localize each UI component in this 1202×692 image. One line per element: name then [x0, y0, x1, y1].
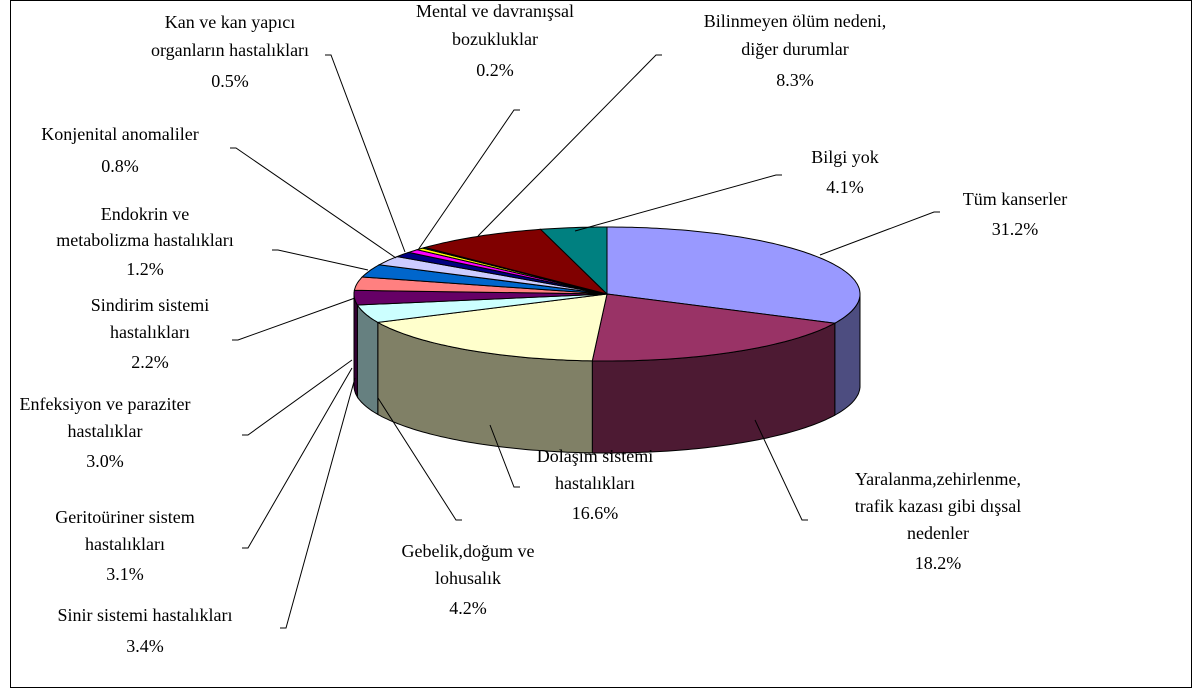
pie-slice: [376, 293, 608, 362]
category-label: Geritoüriner sistem hastalıkları: [55, 507, 194, 554]
category-label: Sindirim sistemi hastalıkları: [91, 295, 210, 342]
category-label: Yaralanma,zehirlenme, trafik kazası gibi …: [855, 469, 1021, 543]
pie-sides: [353, 294, 861, 454]
value-label: 3.1%: [106, 564, 144, 584]
value-label: 3.0%: [86, 451, 124, 471]
pie-slice: [606, 226, 861, 324]
category-label: Gebelik,doğum ve lohusalık: [402, 541, 535, 588]
pie-slice-side: [356, 303, 379, 416]
leader-line: [477, 54, 662, 237]
category-label: Dolaşım sistemi hastalıkları: [537, 446, 654, 493]
category-label: Konjenital anomaliler: [41, 124, 198, 144]
pie-slice: [422, 228, 609, 295]
value-label: 4.1%: [826, 177, 864, 197]
value-label: 0.8%: [101, 156, 139, 176]
leader-line: [574, 174, 782, 232]
pie-tops: [353, 226, 861, 362]
category-label: Endokrin ve metabolizma hastalıkları: [56, 204, 233, 250]
labels: Tüm kanserler 31.2% Yaralanma,zehirlenme, t…: [20, 1, 1068, 656]
category-label: Tüm kanserler: [963, 189, 1067, 209]
category-label: Bilgi yok: [811, 147, 879, 167]
leader-line: [377, 397, 462, 521]
value-label: 8.3%: [776, 70, 814, 90]
value-label: 0.5%: [211, 71, 249, 91]
value-label: 1.2%: [126, 259, 164, 279]
pie-slice: [361, 264, 608, 295]
leader-line: [489, 424, 520, 488]
value-label: 31.2%: [992, 219, 1039, 239]
leader-line: [280, 377, 356, 629]
leader-line: [272, 249, 369, 271]
leader-line: [232, 297, 356, 341]
leader-line: [819, 211, 940, 256]
category-label: Sinir sistemi hastalıkları: [58, 605, 233, 625]
pie-slice: [591, 293, 837, 362]
pie-slice: [539, 226, 608, 296]
value-label: 18.2%: [915, 553, 962, 573]
category-label: Bilinmeyen ölüm nedeni, diğer durumlar: [704, 11, 886, 59]
leader-line: [230, 147, 397, 259]
category-label: Enfeksiyon ve paraziter hastalıklar: [20, 394, 191, 441]
leader-line: [325, 54, 406, 253]
value-label: 2.2%: [131, 352, 169, 372]
leader-line: [754, 419, 808, 521]
category-label: Mental ve davranışsal bozukluklar: [416, 1, 574, 49]
leader-line: [417, 109, 520, 251]
value-label: 0.2%: [476, 60, 514, 80]
value-label: 16.6%: [572, 503, 619, 523]
value-label: 4.2%: [449, 598, 487, 618]
value-label: 3.4%: [126, 636, 164, 656]
pie-slice: [356, 293, 608, 323]
category-label: Kan ve kan yapıcı organların hastalıkları: [151, 12, 309, 60]
leader-line: [242, 367, 353, 549]
leader-line: [242, 359, 353, 436]
